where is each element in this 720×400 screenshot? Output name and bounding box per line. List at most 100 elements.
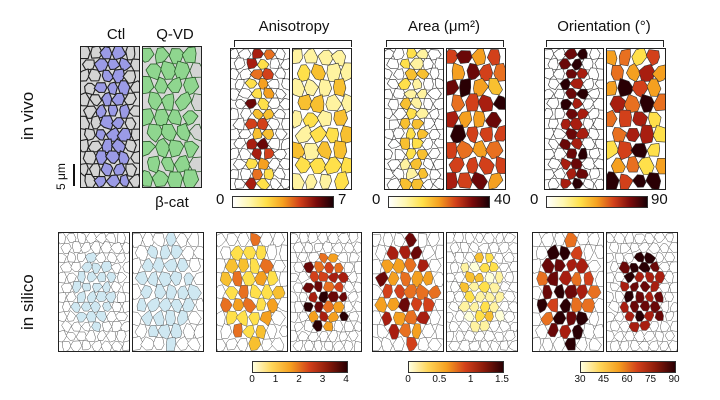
cell — [665, 310, 674, 322]
cell — [279, 271, 287, 287]
cell — [569, 117, 583, 131]
cell — [245, 158, 259, 170]
cell — [447, 251, 456, 263]
cell — [130, 150, 139, 164]
cell — [267, 270, 279, 286]
cell — [159, 244, 172, 260]
cell — [59, 271, 67, 284]
cell — [249, 257, 260, 274]
cell — [447, 233, 456, 244]
cell — [70, 301, 81, 313]
orientation-title: Orientation (°) — [557, 18, 651, 35]
anisotropy-silico-tick: 0 — [249, 374, 255, 385]
cell — [566, 258, 578, 273]
cell — [348, 311, 359, 322]
cell — [409, 157, 423, 171]
cell — [607, 171, 620, 189]
cell — [422, 270, 434, 286]
cell — [217, 233, 227, 248]
cell — [308, 291, 318, 304]
cell — [81, 339, 92, 351]
cell — [464, 252, 475, 264]
cell — [338, 291, 348, 303]
cell — [217, 258, 226, 274]
cell — [387, 270, 400, 286]
cell — [354, 261, 361, 274]
cell — [552, 336, 566, 351]
cell — [416, 128, 429, 140]
cell — [575, 337, 588, 351]
cell — [261, 67, 274, 81]
cell — [100, 241, 113, 254]
cell — [494, 125, 505, 142]
cell — [99, 115, 114, 131]
anisotropy-title: Anisotropy — [258, 18, 330, 35]
cell — [545, 49, 555, 60]
cell — [480, 339, 490, 351]
cell — [658, 261, 671, 272]
cell — [189, 257, 201, 273]
cell — [166, 336, 177, 351]
cell — [217, 284, 226, 300]
cell — [128, 173, 139, 187]
cell — [115, 252, 126, 264]
cell — [392, 336, 405, 351]
cell — [646, 78, 662, 97]
cell — [219, 271, 233, 287]
cell — [411, 323, 422, 340]
cell — [386, 177, 402, 189]
cell — [133, 283, 143, 300]
cell — [495, 156, 505, 174]
cell — [565, 68, 578, 79]
cell — [293, 261, 305, 274]
cell — [499, 340, 509, 351]
cell — [238, 147, 251, 161]
cell — [292, 282, 304, 294]
cell — [592, 117, 603, 130]
cell — [380, 336, 393, 351]
cell — [468, 281, 480, 292]
cell — [66, 233, 77, 243]
cell — [291, 233, 299, 245]
cell — [454, 290, 465, 303]
cell — [421, 323, 436, 338]
cell — [166, 76, 183, 93]
cell — [479, 320, 491, 332]
orientation-silico-tick: 60 — [621, 374, 633, 385]
cell — [533, 312, 542, 326]
cell — [593, 297, 603, 314]
cell — [349, 251, 360, 263]
cell — [293, 173, 305, 189]
cell — [66, 310, 77, 322]
cell — [589, 168, 601, 180]
cell — [105, 291, 117, 304]
row-label-in-vivo: in vivo — [18, 91, 37, 140]
cell — [498, 242, 510, 254]
cell — [80, 301, 92, 312]
cell — [397, 296, 411, 312]
cell — [120, 321, 129, 333]
cell — [220, 246, 231, 260]
cell — [147, 271, 159, 288]
cell — [353, 321, 361, 332]
cell — [385, 148, 393, 160]
cell — [322, 241, 333, 254]
cell — [411, 119, 425, 130]
cell — [545, 127, 555, 140]
anisotropy-invivo-qvd — [292, 48, 352, 190]
orientation-invivo-qvd — [606, 48, 666, 190]
cell — [421, 244, 436, 262]
cell — [91, 262, 102, 274]
cell — [387, 138, 402, 149]
cell — [664, 291, 674, 302]
cell — [469, 301, 480, 313]
cell — [503, 311, 516, 323]
cell — [655, 157, 665, 175]
cell — [588, 310, 600, 327]
anisotropy-silico-qvd — [290, 232, 362, 352]
cell — [451, 94, 466, 112]
cell — [668, 242, 677, 253]
cell — [669, 281, 677, 293]
cell — [90, 241, 101, 254]
cell — [337, 233, 350, 245]
